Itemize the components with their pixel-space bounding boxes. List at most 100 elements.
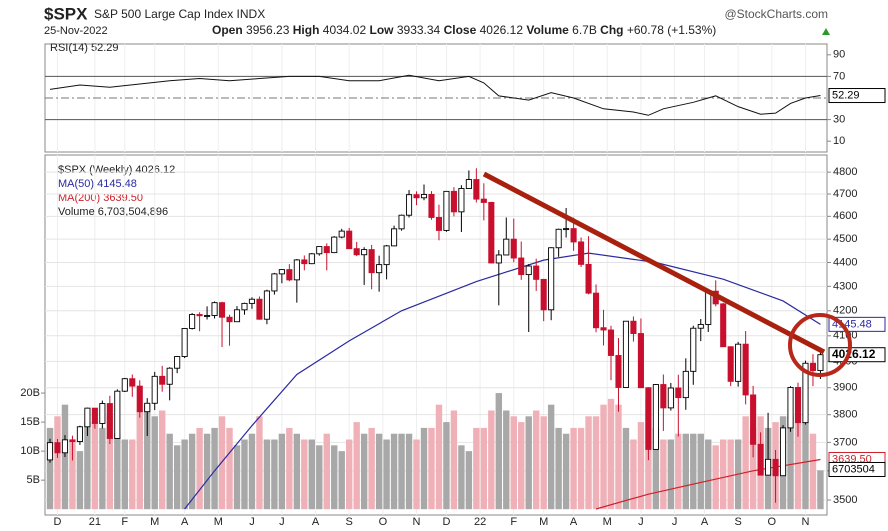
candle-body	[278, 269, 285, 275]
volume-bar	[555, 427, 562, 510]
volume-bar	[742, 416, 749, 510]
candle-body	[166, 367, 173, 385]
candle-body	[548, 247, 555, 311]
candle-body	[817, 354, 824, 372]
candle-body	[121, 378, 128, 392]
volume-bar	[473, 427, 480, 510]
candle-body	[495, 254, 502, 264]
candle-body	[697, 324, 704, 329]
volume-bar	[443, 422, 450, 510]
candle-body	[757, 443, 764, 476]
candle-body	[518, 257, 525, 276]
volume-bar	[398, 433, 405, 510]
x-tick-label: 21	[89, 516, 101, 528]
x-tick-label: M	[603, 516, 612, 528]
candle-body	[772, 458, 779, 477]
volume-bar	[203, 433, 211, 510]
volume-bar	[263, 439, 271, 510]
volume-bar	[353, 422, 360, 510]
volume-tick-label: 10B	[20, 445, 40, 457]
volume-bar	[592, 416, 600, 510]
candle-body	[667, 387, 674, 409]
volume-bar	[465, 451, 473, 510]
volume-bar	[144, 404, 151, 510]
x-tick-label: M	[539, 516, 548, 528]
x-tick-label: O	[379, 516, 388, 528]
volume-bar	[518, 422, 525, 510]
x-tick-label: N	[413, 516, 421, 528]
candle-body	[465, 179, 472, 189]
volume-bar	[308, 439, 315, 510]
candle-body	[129, 378, 136, 387]
candle-body	[645, 387, 652, 450]
volume-bar	[652, 427, 660, 510]
candle-body	[473, 179, 480, 200]
volume-bar	[675, 433, 682, 510]
volume-bar	[720, 439, 727, 510]
candle-body	[652, 384, 659, 450]
source: @StockCharts.com	[724, 7, 828, 21]
candle-body	[413, 194, 420, 199]
candle-body	[398, 214, 405, 230]
volume-bar	[129, 439, 136, 510]
candle-body	[675, 387, 682, 399]
volume-bar	[301, 439, 308, 510]
candle-body	[271, 273, 278, 292]
volume-bar	[510, 416, 517, 510]
candle-body	[488, 201, 495, 264]
volume-tick-label: 20B	[20, 387, 40, 399]
highlight-circle	[788, 313, 852, 377]
candle-body	[705, 290, 712, 325]
x-tick-label: A	[312, 516, 320, 528]
candle-body	[637, 333, 644, 389]
x-tick-label: F	[510, 516, 517, 528]
volume-bar	[503, 410, 510, 510]
x-tick-label: S	[734, 516, 741, 528]
candle-body	[218, 302, 226, 318]
volume-bar	[271, 439, 278, 510]
candle-body	[405, 194, 413, 216]
volume-bar	[705, 439, 712, 510]
candle-body	[615, 355, 622, 388]
volume-bar	[151, 416, 158, 510]
ma-line	[184, 252, 821, 510]
x-tick-label: A	[570, 516, 578, 528]
volume-tag-text: 6703504	[832, 463, 875, 475]
candle-body	[420, 194, 428, 199]
candle-body	[76, 426, 83, 442]
y-tick-label: 3900	[833, 382, 857, 394]
volume-bar	[787, 416, 794, 510]
volume-legend: Volume 6,703,504,896	[58, 206, 168, 218]
ma200-legend: MA(200) 3639.50	[58, 192, 143, 204]
candle-body	[376, 264, 383, 274]
candle-body	[301, 259, 308, 265]
candle-body	[690, 327, 697, 372]
candle-body	[331, 236, 338, 254]
x-tick-label: J	[249, 516, 255, 528]
x-tick-label: N	[802, 516, 810, 528]
ma50-legend: MA(50) 4145.48	[58, 178, 137, 190]
volume-bar	[802, 422, 809, 510]
volume-bar	[697, 433, 704, 510]
volume-bar	[413, 439, 420, 510]
rsi-tag: 52.29	[828, 88, 886, 104]
volume-bar	[690, 433, 697, 510]
volume-bar	[630, 439, 637, 510]
volume-bar	[712, 445, 719, 510]
rsi-tick-label: 70	[833, 70, 845, 82]
candle-body	[99, 403, 106, 424]
volume-bar	[69, 439, 76, 510]
volume-bar	[121, 439, 128, 510]
volume-bar	[637, 422, 645, 510]
rsi-line	[49, 74, 821, 116]
candle-body	[503, 238, 510, 256]
x-tick-label: M	[150, 516, 159, 528]
volume-bar	[196, 427, 203, 510]
candle-body	[196, 314, 203, 317]
candle-body	[256, 298, 263, 320]
candle-body	[361, 249, 368, 256]
price-tag: 4026.12	[828, 347, 886, 363]
volume-bar	[570, 427, 577, 510]
volume-bar	[585, 416, 592, 510]
